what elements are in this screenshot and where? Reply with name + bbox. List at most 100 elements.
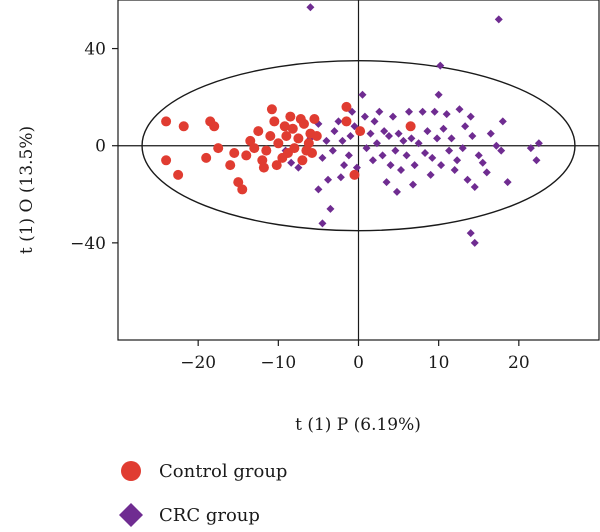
crc-point xyxy=(447,134,456,143)
crc-point xyxy=(503,178,512,187)
crc-point xyxy=(458,144,467,153)
crc-point xyxy=(494,15,503,24)
crc-point xyxy=(362,144,371,153)
crc-point xyxy=(391,146,400,155)
control-point xyxy=(303,138,314,149)
crc-point xyxy=(380,127,389,136)
crc-point xyxy=(437,161,446,170)
crc-point xyxy=(466,112,475,121)
control-point xyxy=(279,121,290,132)
crc-point xyxy=(306,3,315,12)
crc-point xyxy=(434,90,443,99)
control-point xyxy=(289,143,300,154)
control-point xyxy=(173,169,184,180)
crc-point xyxy=(340,161,349,170)
control-point xyxy=(233,177,244,188)
y-axis-label: t (1) O (13.5%) xyxy=(17,126,37,254)
crc-point xyxy=(492,141,501,150)
crc-point xyxy=(352,163,361,172)
crc-point xyxy=(338,136,347,145)
x-tick-label: −10 xyxy=(260,353,296,373)
control-point xyxy=(201,152,212,163)
crc-point xyxy=(350,122,359,131)
y-tick-label: 40 xyxy=(84,40,106,60)
control-point xyxy=(245,135,256,146)
crc-point xyxy=(428,153,437,162)
crc-point xyxy=(324,175,333,184)
crc-point xyxy=(378,151,387,160)
crc-point xyxy=(372,139,381,148)
crc-point xyxy=(396,166,405,174)
legend-marker-crc xyxy=(119,503,143,527)
crc-point xyxy=(433,134,442,143)
crc-point xyxy=(366,129,375,138)
crc-point xyxy=(498,117,507,126)
crc-point xyxy=(461,122,470,131)
crc-point xyxy=(368,156,377,165)
crc-point xyxy=(470,238,479,247)
x-tick-label: 0 xyxy=(353,353,364,373)
control-point xyxy=(161,155,172,166)
control-point xyxy=(241,150,252,161)
crc-point xyxy=(318,153,327,162)
control-point xyxy=(355,126,366,137)
crc-point xyxy=(346,132,355,140)
control-point xyxy=(225,160,236,171)
crc-point xyxy=(466,229,475,238)
crc-point xyxy=(360,112,369,121)
control-point xyxy=(297,155,308,166)
crc-point xyxy=(386,161,395,170)
control-point xyxy=(266,104,277,115)
control-point xyxy=(209,121,220,132)
crc-point xyxy=(388,112,397,121)
x-axis-label: t (1) P (6.19%) xyxy=(295,415,421,435)
crc-point xyxy=(410,161,419,170)
legend-label-crc: CRC group xyxy=(159,505,260,526)
control-point xyxy=(258,162,269,173)
control-point xyxy=(293,133,304,144)
control-point xyxy=(213,143,224,154)
crc-point xyxy=(402,151,411,160)
control-point xyxy=(298,118,309,129)
legend-label-control: Control group xyxy=(159,461,287,482)
control-point xyxy=(405,121,416,132)
x-tick-label: −20 xyxy=(180,353,216,373)
control-point xyxy=(349,169,360,180)
crc-point xyxy=(526,144,535,153)
control-point xyxy=(281,131,292,141)
crc-point xyxy=(287,158,296,167)
confidence-ellipse xyxy=(141,60,576,232)
control-point xyxy=(341,101,352,112)
crc-point xyxy=(328,146,337,155)
crc-point xyxy=(358,90,367,99)
control-point xyxy=(265,131,276,141)
crc-point xyxy=(450,166,459,174)
crc-point xyxy=(470,183,479,191)
crc-point xyxy=(474,151,483,160)
crc-point xyxy=(322,136,331,145)
crc-point xyxy=(375,107,384,116)
control-point xyxy=(311,131,322,141)
control-point xyxy=(253,126,264,137)
crc-point xyxy=(294,163,303,172)
crc-point xyxy=(445,146,454,155)
crc-point xyxy=(330,127,339,136)
crc-point xyxy=(442,110,451,119)
control-point xyxy=(161,116,172,127)
crc-point xyxy=(334,117,343,126)
crc-point xyxy=(384,132,393,140)
crc-point xyxy=(318,219,327,228)
crc-point xyxy=(336,173,345,182)
crc-point xyxy=(468,132,477,140)
axis-ticks: −20 −10 0 10 20 40 0 −40 xyxy=(70,40,530,373)
crc-point xyxy=(344,151,353,160)
control-point xyxy=(273,138,284,149)
crc-point xyxy=(482,168,491,177)
legend: Control group CRC group xyxy=(119,461,287,527)
crc-point xyxy=(478,158,487,167)
crc-point xyxy=(392,187,401,196)
control-point xyxy=(229,148,240,158)
data-points xyxy=(161,3,543,247)
control-point xyxy=(269,116,280,127)
